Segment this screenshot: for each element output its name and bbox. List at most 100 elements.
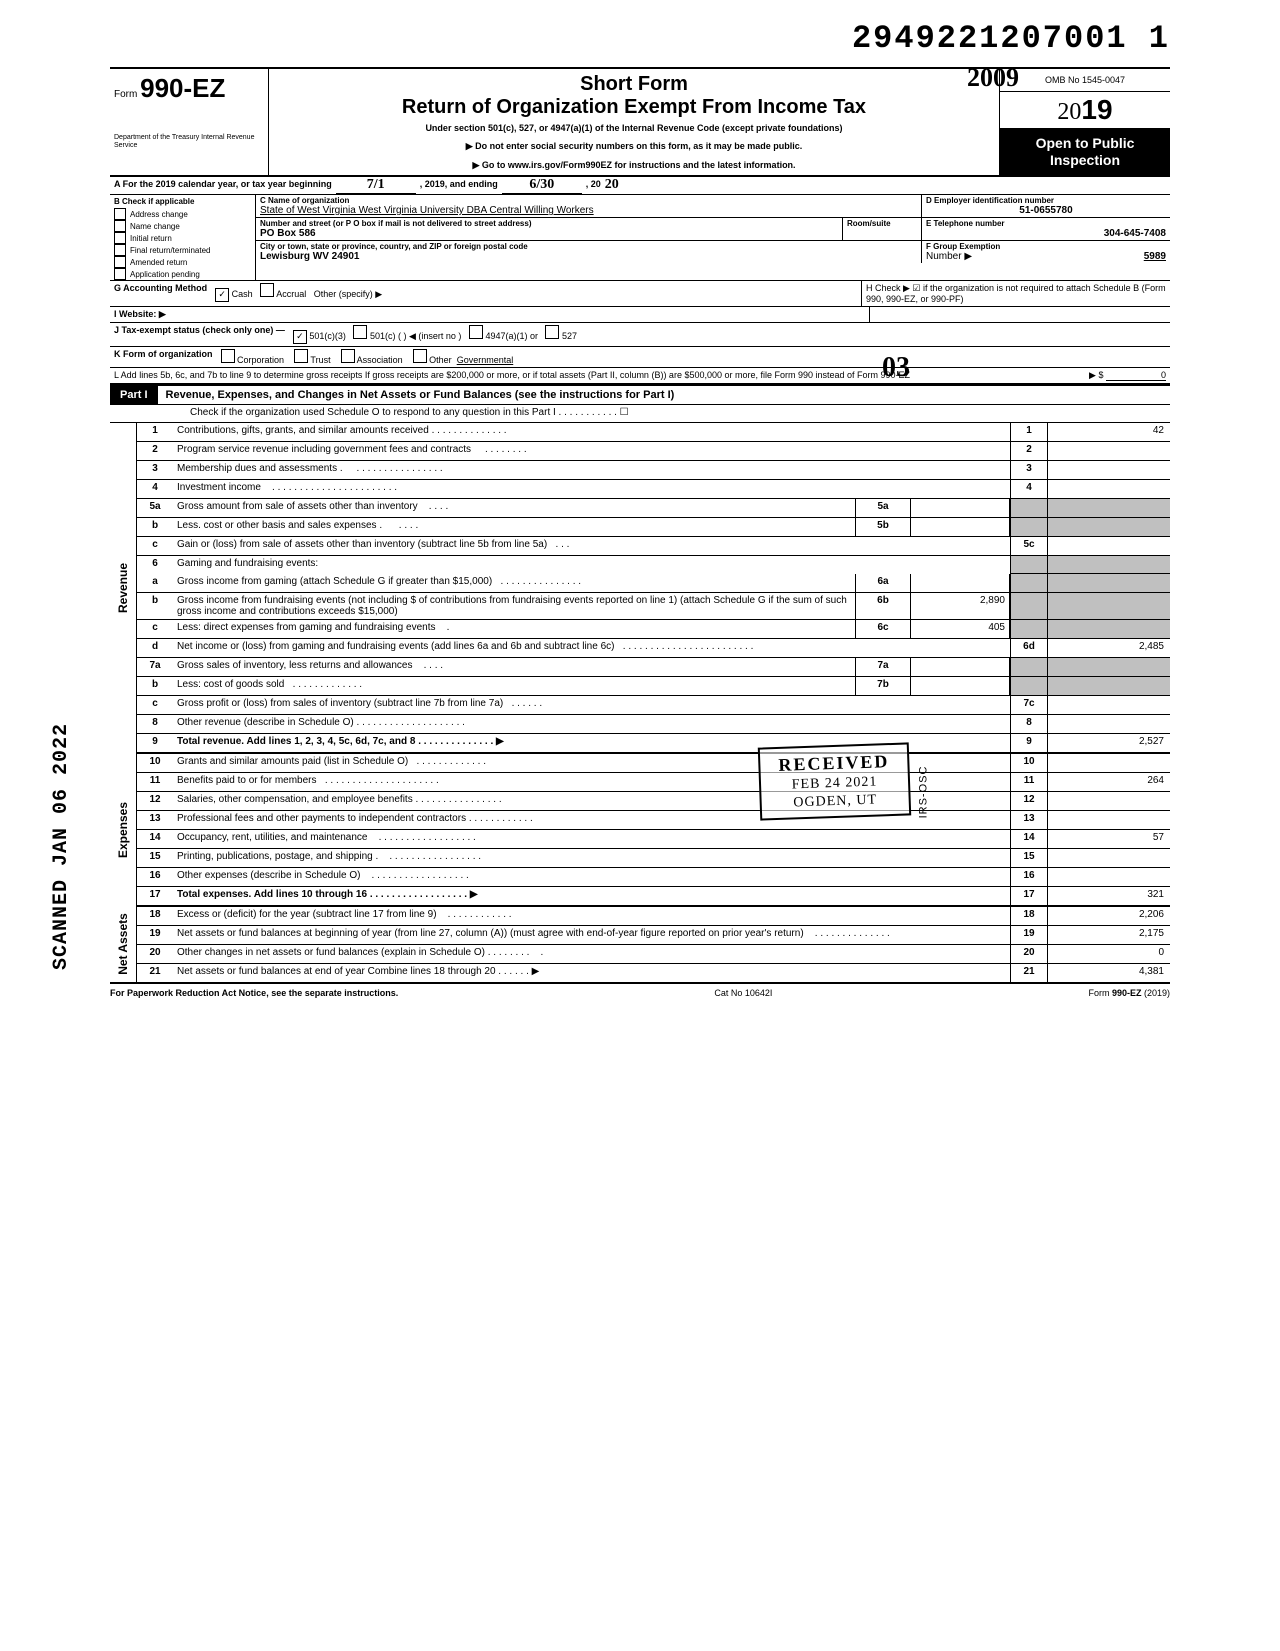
amt-2 — [1048, 442, 1170, 460]
amt-17: 321 — [1048, 887, 1170, 905]
ln-6: 6 — [137, 556, 173, 574]
ln-21: 21 — [137, 964, 173, 982]
chk-name[interactable]: Name change — [110, 220, 255, 232]
ld-20: Other changes in net assets or fund bala… — [173, 945, 1010, 963]
city-value: Lewisburg WV 24901 — [260, 251, 359, 262]
rn-16: 16 — [1010, 868, 1048, 886]
opt-assoc: Association — [357, 355, 403, 365]
chk-initial[interactable]: Initial return — [110, 232, 255, 244]
part-1-sub: Check if the organization used Schedule … — [110, 405, 1170, 422]
chk-pending[interactable]: Application pending — [110, 268, 255, 280]
chk-amended-label: Amended return — [130, 258, 187, 267]
iv-6c: 405 — [911, 620, 1010, 638]
name-label: C Name of organization — [260, 196, 917, 205]
in-5b: 5b — [855, 518, 911, 536]
ln-19: 19 — [137, 926, 173, 944]
amt-7a — [1048, 658, 1170, 676]
chk-trust[interactable] — [294, 349, 308, 363]
cash-label: Cash — [232, 289, 253, 299]
ln-7b: b — [137, 677, 173, 695]
website-label: I Website: ▶ — [110, 307, 170, 322]
chk-cash[interactable]: ✓ — [215, 288, 229, 302]
chk-corp[interactable] — [221, 349, 235, 363]
under-section: Under section 501(c), 527, or 4947(a)(1)… — [277, 123, 991, 133]
amt-20: 0 — [1048, 945, 1170, 963]
rn-7b — [1010, 677, 1048, 695]
chk-final[interactable]: Final return/terminated — [110, 244, 255, 256]
rn-13: 13 — [1010, 811, 1048, 829]
handwritten-year: 2009 — [967, 63, 1019, 93]
amt-7c — [1048, 696, 1170, 714]
amt-16 — [1048, 868, 1170, 886]
chk-final-label: Final return/terminated — [130, 246, 210, 255]
ld-3: Membership dues and assessments . . . . … — [173, 461, 1010, 479]
rn-11: 11 — [1010, 773, 1048, 791]
group-exempt-sub: Number ▶ — [926, 251, 972, 262]
ld-4: Investment income . . . . . . . . . . . … — [173, 480, 1010, 498]
ld-6b: Gross income from fundraising events (no… — [173, 593, 855, 619]
ln-8: 8 — [137, 715, 173, 733]
rn-7c: 7c — [1010, 696, 1048, 714]
received-line3: OGDEN, UT — [779, 792, 891, 812]
street-label: Number and street (or P O box if mail is… — [260, 219, 838, 228]
opt-501c: 501(c) ( ) ◀ (insert no ) — [370, 331, 461, 341]
chk-other[interactable] — [413, 349, 427, 363]
chk-4947[interactable] — [469, 325, 483, 339]
ld-14: Occupancy, rent, utilities, and maintena… — [173, 830, 1010, 848]
rn-19: 19 — [1010, 926, 1048, 944]
in-6a: 6a — [855, 574, 911, 592]
ln-2: 2 — [137, 442, 173, 460]
rn-5a — [1010, 499, 1048, 517]
scanned-stamp: SCANNED JAN 06 2022 — [50, 723, 73, 970]
ln-15: 15 — [137, 849, 173, 867]
netassets-label: Net Assets — [110, 907, 137, 982]
tax-year: 2019 — [1000, 92, 1170, 129]
amt-6c — [1048, 620, 1170, 638]
ln-11: 11 — [137, 773, 173, 791]
ln-5c: c — [137, 537, 173, 555]
amt-13 — [1048, 811, 1170, 829]
line-l-amt: 0 — [1106, 370, 1166, 381]
chk-pending-label: Application pending — [130, 270, 200, 279]
chk-accrual[interactable] — [260, 283, 274, 297]
ld-16: Other expenses (describe in Schedule O) … — [173, 868, 1010, 886]
ln-7c: c — [137, 696, 173, 714]
begin-date: 7/1 — [336, 177, 416, 194]
ln-17: 17 — [137, 887, 173, 905]
ln-6c: c — [137, 620, 173, 638]
part-1-title: Revenue, Expenses, and Changes in Net As… — [158, 389, 675, 401]
footer-mid: Cat No 10642I — [714, 988, 772, 998]
rn-12: 12 — [1010, 792, 1048, 810]
form-header: Form 990-EZ Department of the Treasury I… — [110, 67, 1170, 177]
block-b-header: B Check if applicable — [110, 195, 255, 208]
ln-6b: b — [137, 593, 173, 619]
ld-19: Net assets or fund balances at beginning… — [173, 926, 1010, 944]
chk-501c3[interactable]: ✓ — [293, 330, 307, 344]
ld-18: Excess or (deficit) for the year (subtra… — [173, 907, 1010, 925]
footer-left: For Paperwork Reduction Act Notice, see … — [110, 988, 398, 998]
ln-7a: 7a — [137, 658, 173, 676]
acct-method-label: G Accounting Method — [110, 281, 211, 306]
opt-501c3: 501(c)(3) — [309, 331, 346, 341]
chk-527[interactable] — [545, 325, 559, 339]
chk-assoc[interactable] — [341, 349, 355, 363]
rn-8: 8 — [1010, 715, 1048, 733]
phone-label: E Telephone number — [926, 219, 1166, 228]
ld-21: Net assets or fund balances at end of ye… — [173, 964, 1010, 982]
chk-address[interactable]: Address change — [110, 208, 255, 220]
received-line1: RECEIVED — [778, 751, 890, 776]
ein-label: D Employer identification number — [926, 196, 1166, 205]
ld-5c: Gain or (loss) from sale of assets other… — [173, 537, 1010, 555]
rn-6c — [1010, 620, 1048, 638]
amt-18: 2,206 — [1048, 907, 1170, 925]
rn-1: 1 — [1010, 423, 1048, 441]
chk-501c[interactable] — [353, 325, 367, 339]
chk-amended[interactable]: Amended return — [110, 256, 255, 268]
rn-5b — [1010, 518, 1048, 536]
ln-4: 4 — [137, 480, 173, 498]
ld-6d: Net income or (loss) from gaming and fun… — [173, 639, 1010, 657]
opt-corp: Corporation — [237, 355, 284, 365]
iv-6a — [911, 574, 1010, 592]
ld-6: Gaming and fundraising events: — [173, 556, 1010, 574]
opt-trust: Trust — [310, 355, 330, 365]
